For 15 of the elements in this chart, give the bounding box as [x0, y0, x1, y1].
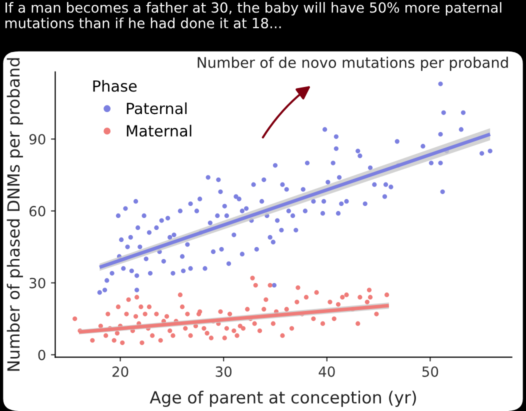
legend-label: Maternal: [126, 124, 192, 137]
y-tick-label: 30: [30, 278, 46, 288]
x-tick-label: 30: [216, 366, 232, 377]
x-axis-title: Age of parent at conception (yr): [150, 390, 416, 407]
legend-label: Paternal: [126, 102, 187, 114]
chart-subtitle: Number of de novo mutations per proband: [198, 56, 508, 71]
legend-title: Phase: [93, 80, 137, 92]
y-tick-label: 90: [29, 134, 46, 145]
x-tick-label: 40: [318, 366, 335, 377]
x-tick-label: 20: [112, 366, 128, 377]
y-tick-label: 0: [38, 350, 46, 360]
x-tick-label: 50: [422, 366, 438, 377]
y-tick-label: 60: [30, 206, 46, 216]
y-axis-title: Number of phased DNMs per proband: [6, 58, 23, 371]
chart-title: If a man becomes a father at 30, the baby will have 50% more paternal mutations than if he had done it at 18...: [5, 2, 502, 28]
